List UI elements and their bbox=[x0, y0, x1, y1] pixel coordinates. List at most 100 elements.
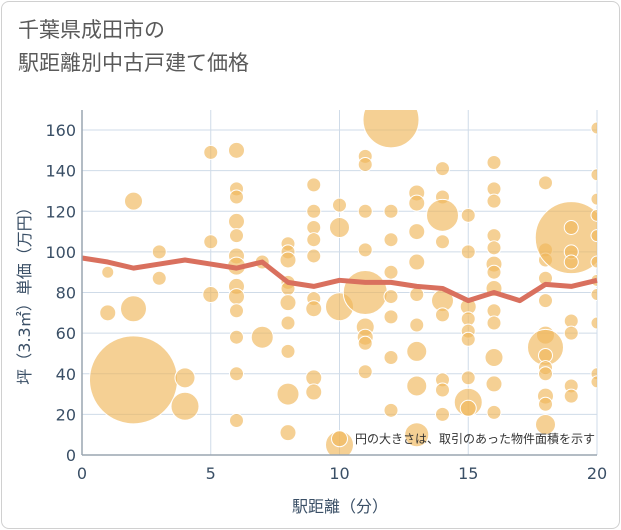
bubble bbox=[406, 340, 428, 362]
y-tick-label: 40 bbox=[56, 365, 76, 384]
bubble bbox=[383, 402, 399, 418]
bubble bbox=[170, 391, 200, 421]
bubble bbox=[590, 229, 597, 243]
bubble bbox=[383, 232, 399, 248]
bubble bbox=[426, 198, 459, 232]
bubble bbox=[306, 177, 322, 193]
bubble bbox=[101, 265, 115, 279]
bubble bbox=[590, 192, 597, 206]
bubble bbox=[408, 253, 426, 271]
bubble bbox=[229, 228, 244, 244]
chart-title: 千葉県成田市の 駅距離別中古戸建て価格 bbox=[18, 14, 249, 80]
y-tick-label: 160 bbox=[45, 121, 76, 140]
bubble bbox=[486, 240, 502, 256]
x-tick-label: 5 bbox=[206, 464, 216, 483]
bubble bbox=[460, 207, 476, 223]
bubble bbox=[459, 399, 477, 417]
y-tick-label: 80 bbox=[56, 284, 76, 303]
average-price-line bbox=[81, 255, 598, 304]
bubble bbox=[460, 244, 476, 260]
bubble bbox=[590, 208, 597, 222]
bubble bbox=[305, 383, 323, 401]
bubble bbox=[151, 244, 167, 260]
bubble bbox=[484, 348, 504, 367]
bubble bbox=[435, 406, 450, 422]
x-tick-label: 10 bbox=[329, 464, 349, 483]
bubble bbox=[486, 193, 502, 209]
bubble bbox=[590, 288, 597, 302]
axes: 0 20 40 60 80 100 120 140 160 0 5 10 15 20 bbox=[45, 110, 607, 483]
bubble bbox=[357, 335, 373, 351]
bubble bbox=[485, 375, 503, 393]
bubble bbox=[460, 370, 476, 386]
y-tick-label: 20 bbox=[56, 405, 76, 424]
bubble bbox=[329, 217, 350, 238]
bubble bbox=[229, 189, 244, 205]
bubble bbox=[486, 264, 502, 280]
bubble bbox=[332, 197, 347, 213]
bubble bbox=[409, 287, 425, 303]
bubble bbox=[203, 234, 219, 250]
bubble bbox=[279, 424, 297, 442]
bubble bbox=[408, 223, 426, 241]
bubble bbox=[406, 375, 428, 397]
bubble bbox=[435, 307, 450, 323]
bubble bbox=[383, 309, 399, 325]
bubble bbox=[174, 367, 196, 389]
bubble bbox=[409, 317, 425, 333]
bubble bbox=[563, 220, 579, 235]
bubble bbox=[228, 288, 245, 306]
bubble bbox=[357, 242, 373, 258]
bubble bbox=[383, 289, 399, 305]
bubble bbox=[362, 110, 420, 149]
bubble bbox=[357, 364, 373, 380]
bubble bbox=[590, 255, 597, 269]
bubble bbox=[486, 404, 502, 420]
title-line-1: 千葉県成田市の bbox=[18, 18, 165, 42]
bubble bbox=[590, 375, 597, 389]
bubble bbox=[280, 315, 296, 331]
bubble bbox=[590, 316, 597, 330]
y-tick-label: 120 bbox=[45, 202, 76, 221]
bubble bbox=[563, 325, 579, 341]
bubble bbox=[538, 396, 553, 412]
bubble bbox=[124, 191, 143, 211]
title-line-2: 駅距離別中古戸建て価格 bbox=[18, 51, 249, 75]
bubble bbox=[305, 369, 323, 387]
size-note: 円の大きさは、取引のあった物件面積を示す bbox=[355, 431, 595, 446]
bubble bbox=[250, 325, 274, 349]
bubble bbox=[590, 168, 597, 182]
bubble bbox=[404, 422, 430, 448]
x-tick-label: 20 bbox=[587, 464, 607, 483]
bubble bbox=[590, 121, 597, 135]
x-tick-label: 0 bbox=[77, 464, 87, 483]
bubble bbox=[534, 201, 597, 275]
bubble bbox=[120, 295, 147, 323]
bubble bbox=[563, 388, 579, 404]
bubbles bbox=[89, 110, 597, 455]
x-tick-label: 15 bbox=[458, 464, 478, 483]
bubble bbox=[435, 234, 450, 250]
bubble bbox=[306, 248, 322, 264]
bubble bbox=[89, 335, 178, 425]
bubble bbox=[229, 366, 244, 382]
y-tick-label: 140 bbox=[45, 162, 76, 181]
bubble bbox=[229, 412, 244, 428]
bubble bbox=[306, 203, 322, 219]
bubble bbox=[383, 264, 399, 280]
bubble bbox=[435, 382, 450, 398]
y-tick-label: 0 bbox=[66, 446, 76, 465]
bubble bbox=[486, 315, 502, 331]
x-axis-label: 駅距離（分） bbox=[292, 497, 388, 516]
bubble bbox=[538, 293, 553, 309]
bubble bbox=[99, 304, 117, 322]
bubble bbox=[228, 212, 245, 230]
bubble bbox=[280, 343, 296, 359]
bubble bbox=[202, 286, 220, 304]
y-tick-label: 60 bbox=[56, 324, 76, 343]
bubble bbox=[279, 294, 297, 312]
bubble bbox=[203, 144, 219, 160]
bubble bbox=[383, 350, 399, 365]
